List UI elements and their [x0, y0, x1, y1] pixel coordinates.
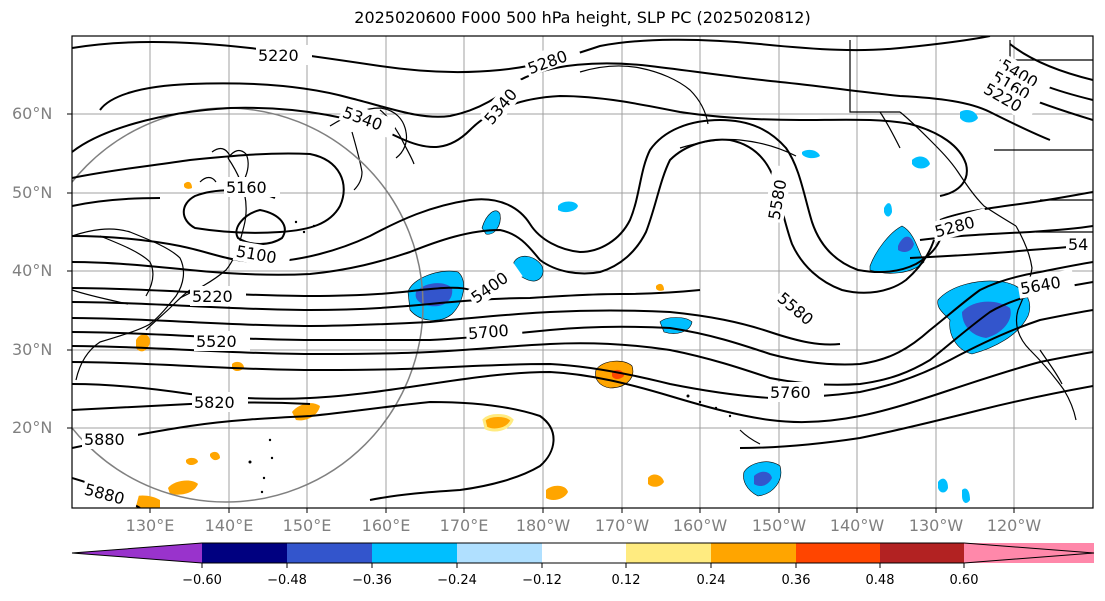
lon-label: 150°E — [282, 516, 332, 535]
contour-label: 5160 — [226, 178, 267, 197]
map-background — [72, 36, 1093, 508]
colorbar-tick-label: −0.12 — [522, 573, 562, 588]
lon-label: 180°W — [515, 516, 571, 535]
contour-label: 5880 — [84, 430, 125, 449]
lon-label: 140°W — [829, 516, 885, 535]
colorbar-tick-label: 0.12 — [611, 573, 641, 588]
lon-label: 120°W — [986, 516, 1042, 535]
colorbar-tick-label: −0.48 — [267, 573, 307, 588]
colorbar-extend-min — [72, 543, 202, 563]
lat-label: 50°N — [12, 183, 53, 202]
colorbar-tick-label: 0.24 — [696, 573, 726, 588]
contour-label: 5820 — [194, 393, 235, 412]
colorbar-segment — [287, 543, 372, 563]
coastlines — [72, 40, 1093, 445]
colorbar-tick-label: 0.48 — [865, 573, 895, 588]
contour-label: 5220 — [192, 287, 233, 306]
colorbar — [71, 542, 1095, 568]
lat-label: 40°N — [12, 261, 53, 280]
lon-label: 140°E — [204, 516, 254, 535]
colorbar-segment — [542, 543, 626, 563]
lon-label: 170°W — [594, 516, 650, 535]
contour-label: 54 — [1068, 235, 1088, 254]
colorbar-tick-label: 0.36 — [781, 573, 811, 588]
lat-label: 60°N — [12, 104, 53, 123]
lon-label: 150°W — [751, 516, 807, 535]
colorbar-segment — [880, 543, 964, 563]
lon-label: 160°W — [672, 516, 728, 535]
colorbar-tick-label: 0.60 — [949, 573, 979, 588]
colorbar-tick-label: −0.36 — [352, 573, 392, 588]
contour-label: 5220 — [258, 46, 299, 65]
contour-labels: 5220 5280 5340 5340 5160 5100 5220 5400 … — [80, 39, 1093, 508]
lon-label: 170°E — [439, 516, 489, 535]
colorbar-tick-label: −0.60 — [182, 573, 222, 588]
height-contours — [72, 36, 1093, 508]
colorbar-segment — [796, 543, 880, 563]
graticule — [72, 36, 1093, 508]
lon-label: 160°E — [361, 516, 411, 535]
colorbar-segment — [711, 543, 796, 563]
lat-label: 30°N — [12, 340, 53, 359]
map-area: 5220 5280 5340 5340 5160 5100 5220 5400 … — [72, 36, 1093, 508]
contour-label: 5700 — [467, 321, 509, 343]
map-frame — [71, 35, 1094, 509]
map-title: 2025020600 F000 500 hPa height, SLP PC (… — [354, 8, 811, 27]
colorbar-segment — [202, 543, 287, 563]
colorbar-segment — [626, 543, 711, 563]
colorbar-segment — [457, 543, 542, 563]
colorbar-tick-label: −0.24 — [437, 573, 477, 588]
colorbar-segment — [372, 543, 457, 563]
colorbar-segment — [964, 543, 1094, 563]
lat-label: 20°N — [12, 418, 53, 437]
contour-label: 5760 — [770, 383, 811, 402]
lon-label: 130°E — [125, 516, 175, 535]
lon-label: 130°W — [908, 516, 964, 535]
tick-marks — [67, 113, 1015, 513]
contour-label: 5520 — [196, 332, 237, 351]
